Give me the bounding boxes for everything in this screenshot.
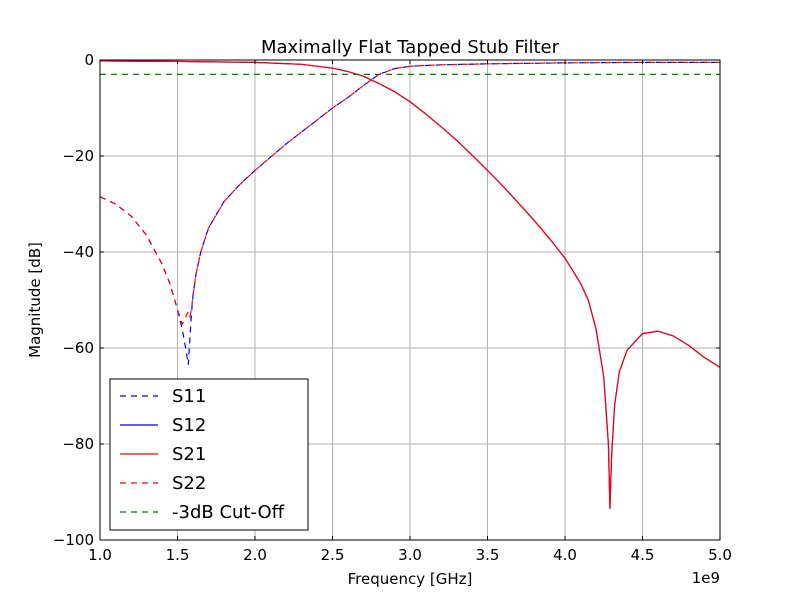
chart-title: Maximally Flat Tapped Stub Filter — [261, 37, 560, 58]
legend-label-s22: S22 — [172, 473, 206, 494]
y-tick-label: −100 — [53, 531, 94, 549]
series-line-s21 — [100, 60, 720, 509]
series-layer — [100, 60, 720, 509]
legend-label-s12: S12 — [172, 415, 206, 436]
x-tick-label: 1.5 — [166, 546, 190, 564]
x-tick-label: 2.5 — [321, 546, 345, 564]
y-tick-label: −80 — [62, 435, 94, 453]
ticks — [99, 59, 721, 541]
y-tick-label: −20 — [62, 147, 94, 165]
x-tick-label: 4.5 — [631, 546, 655, 564]
y-tick-label: −60 — [62, 339, 94, 357]
x-tick-label: 2.0 — [243, 546, 267, 564]
legend-label-3db-cut-off: -3dB Cut-Off — [172, 502, 285, 523]
legend: S11 S12 S21 S22 -3dB Cut-Off — [109, 378, 309, 531]
legend-label-s21: S21 — [172, 444, 206, 465]
grid — [99, 59, 721, 541]
y-axis-label: Magnitude [dB] — [26, 242, 44, 358]
x-tick-label: 1.0 — [88, 546, 112, 564]
x-tick-label: 3.5 — [476, 546, 500, 564]
y-tick-label: 0 — [84, 51, 94, 69]
series-line-s22 — [100, 61, 720, 326]
y-tick-label: −40 — [62, 243, 94, 261]
x-tick-label: 4.0 — [553, 546, 577, 564]
x-tick-label: 3.0 — [398, 546, 422, 564]
x-axis-label: Frequency [GHz] — [348, 570, 473, 588]
legend-label-s11: S11 — [172, 386, 206, 407]
tick-labels: 1.0 1.5 2.0 2.5 3.0 3.5 4.0 4.5 5.0 0 −20 −40 −60 −80… — [53, 51, 732, 564]
x-tick-label: 5.0 — [708, 546, 732, 564]
x-axis-offset-label: 1e9 — [692, 569, 720, 587]
